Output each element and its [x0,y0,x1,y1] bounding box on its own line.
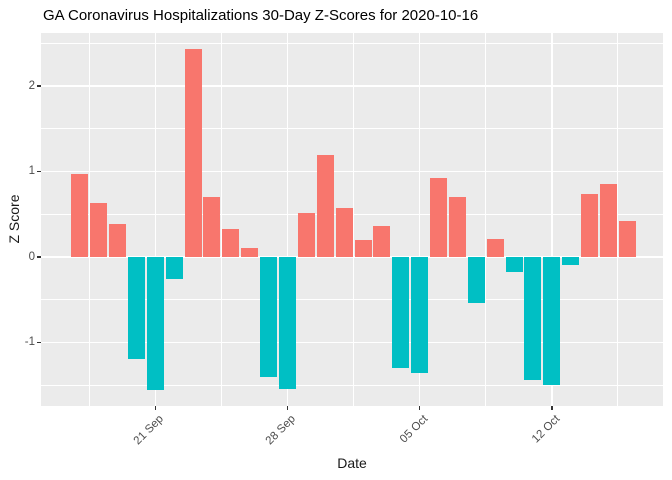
minor-gridline-y [41,42,663,44]
y-tick-mark [37,170,41,173]
zscore-bar [241,247,259,258]
y-axis-title: Z Score [6,194,22,244]
zscore-bar [411,257,429,373]
y-tick-label: -1 [24,336,35,349]
minor-gridline-x [353,33,355,406]
x-tick-label: 21 Sep [131,413,166,448]
zscore-bar [335,207,353,258]
minor-gridline-x [485,33,487,406]
zscore-bar [90,203,108,258]
x-tick-label: 28 Sep [263,413,298,448]
major-gridline-x [286,33,289,406]
zscore-bar [146,257,164,390]
zscore-bar [222,228,240,258]
zscore-bar [430,178,448,258]
x-tick-mark [418,406,421,410]
plot-panel [41,33,663,406]
zscore-bar [354,240,372,258]
chart-title: GA Coronavirus Hospitalizations 30-Day Z… [43,7,479,24]
zscore-bar [373,226,391,258]
zscore-bar [562,257,580,265]
major-gridline-y [41,85,663,87]
zscore-bar [448,197,466,258]
minor-gridline-x [88,33,90,406]
zscore-bar [184,49,202,258]
major-gridline-x [154,33,157,406]
major-gridline-y [41,170,663,173]
x-tick-mark [286,406,289,410]
zscore-bar [260,257,278,377]
zscore-bar [392,257,410,368]
x-tick-mark [154,406,157,410]
y-tick-mark [37,341,41,344]
y-tick-mark [37,256,41,258]
zscore-bar [278,257,296,389]
zscore-bar [71,174,89,258]
y-tick-label: 0 [28,250,35,263]
major-gridline-x [418,33,421,406]
zscore-bar [505,257,523,272]
minor-gridline-x [617,33,619,406]
zscore-bar [581,193,599,258]
zscore-bar [165,257,183,280]
y-tick-label: 2 [28,79,35,92]
minor-gridline-y [41,384,663,386]
x-tick-label: 12 Oct [529,413,563,446]
zscore-bar [618,221,636,258]
major-gridline-y [41,256,663,258]
zscore-bar [316,155,334,258]
zscore-bar [467,257,485,304]
x-axis-title: Date [337,455,367,471]
minor-gridline-y [41,299,663,301]
major-gridline-x [551,33,553,406]
zscore-bar [109,223,127,258]
zscore-bar [599,183,617,258]
zscore-bar [486,239,504,258]
zscore-bar [297,212,315,258]
major-gridline-y [41,341,663,344]
minor-gridline-x [220,33,222,406]
y-tick-mark [37,85,41,87]
zscore-bar [127,257,145,359]
zscore-bar [203,197,221,258]
minor-gridline-y [41,128,663,130]
x-tick-label: 05 Oct [397,413,431,446]
x-tick-mark [551,406,553,410]
y-tick-label: 1 [28,165,35,178]
zscore-bar [524,257,542,381]
zscore-bar [543,257,561,385]
